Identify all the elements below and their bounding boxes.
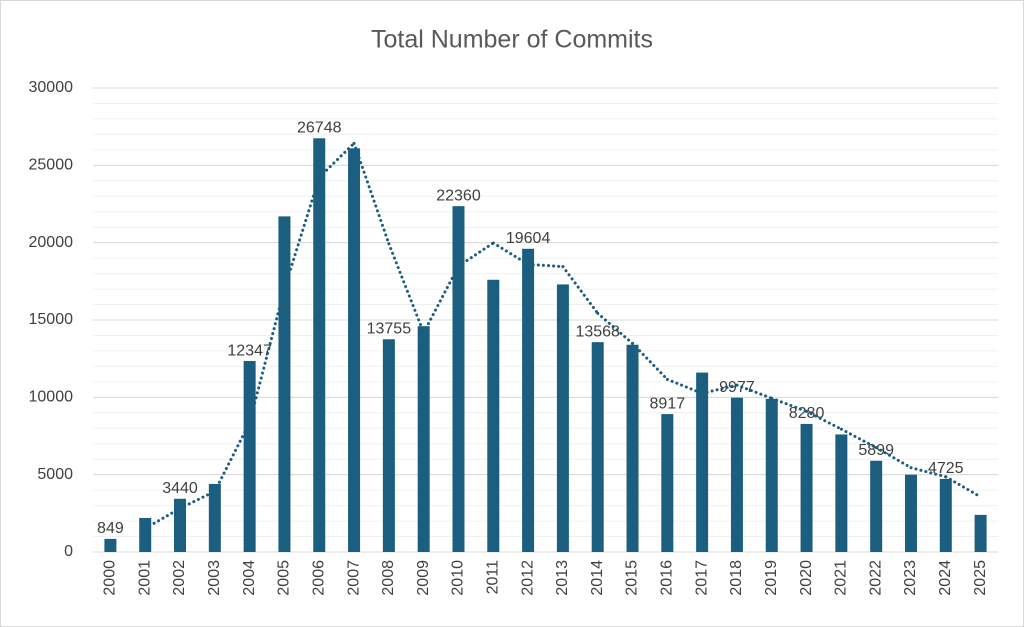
bar — [278, 216, 291, 552]
x-tick-label: 2004 — [241, 560, 258, 596]
trendline-segment — [839, 427, 878, 450]
y-tick-label: 15000 — [29, 311, 74, 328]
bar — [208, 483, 221, 552]
x-tick-label: 2003 — [206, 560, 223, 596]
trendline-segment — [282, 175, 321, 291]
y-tick-label: 30000 — [29, 79, 74, 96]
x-tick-label: 2025 — [972, 560, 989, 596]
bar — [696, 372, 709, 552]
trendline-segment — [874, 446, 913, 470]
data-label: 9977 — [719, 379, 755, 396]
trendline-segment — [491, 241, 530, 266]
data-label: 849 — [97, 520, 124, 537]
bar — [974, 514, 987, 552]
trendline-segment — [387, 242, 426, 335]
bar — [556, 284, 569, 552]
bar — [835, 434, 848, 552]
data-label: 13568 — [575, 323, 620, 340]
bar — [452, 206, 465, 552]
x-tick-label: 2008 — [380, 560, 397, 596]
data-label: 3440 — [162, 480, 198, 497]
bar — [348, 148, 361, 552]
bar — [382, 339, 395, 552]
x-tick-label: 2015 — [624, 560, 641, 596]
bar — [626, 344, 639, 552]
x-tick-label: 2022 — [867, 560, 884, 596]
x-tick-label: 2010 — [450, 560, 467, 596]
trendline-segment — [909, 466, 948, 479]
y-tick-label: 5000 — [37, 466, 73, 483]
trendline-segment — [317, 141, 356, 179]
y-tick-label: 10000 — [29, 389, 74, 406]
trendline-segment — [178, 489, 217, 510]
data-label: 13755 — [367, 320, 412, 337]
x-tick-label: 2014 — [589, 560, 606, 596]
x-tick-label: 2005 — [276, 560, 293, 596]
trendline-segment — [456, 241, 495, 268]
x-tick-label: 2024 — [937, 560, 954, 596]
x-tick-label: 2012 — [519, 560, 536, 596]
trendline-segment — [561, 265, 600, 315]
bar — [487, 279, 500, 552]
bar — [313, 138, 326, 552]
trendline-segment — [770, 396, 809, 413]
bar — [522, 248, 535, 552]
y-tick-label: 20000 — [29, 234, 74, 251]
data-label: 4725 — [928, 460, 964, 477]
chart-title: Total Number of Commits — [371, 26, 653, 54]
x-tick-label: 2009 — [415, 560, 432, 596]
y-tick-label: 25000 — [29, 157, 74, 174]
bar — [139, 517, 152, 552]
trendline-segment — [735, 383, 774, 400]
trendline-segment — [631, 341, 669, 381]
x-tick-label: 2016 — [659, 560, 676, 596]
x-tick-label: 2001 — [136, 560, 153, 596]
x-tick-label: 2011 — [485, 560, 502, 595]
bar — [800, 423, 813, 552]
data-label: 8917 — [650, 395, 686, 412]
bar — [591, 342, 604, 552]
x-tick-label: 2017 — [693, 560, 710, 596]
bar — [417, 326, 430, 552]
bar — [104, 538, 117, 552]
x-tick-label: 2023 — [902, 560, 919, 596]
data-label: 26748 — [297, 120, 342, 137]
trendline-segment — [526, 262, 565, 269]
y-tick-label: 0 — [64, 543, 73, 560]
x-tick-label: 2006 — [310, 560, 327, 596]
x-tick-label: 2018 — [728, 560, 745, 596]
bar — [870, 460, 883, 552]
x-tick-label: 2007 — [345, 560, 362, 596]
x-tick-label: 2020 — [798, 560, 815, 596]
data-label: 5899 — [858, 442, 894, 459]
trendline-segment — [700, 383, 739, 395]
bar — [730, 397, 743, 552]
data-label: 22360 — [436, 187, 481, 204]
bar — [174, 498, 187, 552]
trendline-segment — [143, 506, 182, 530]
x-tick-label: 2013 — [554, 560, 571, 596]
trendline-segment — [944, 475, 983, 499]
bar — [904, 474, 917, 552]
trendline-segment — [805, 409, 843, 431]
x-tick-label: 2021 — [833, 560, 850, 596]
data-label: 12347 — [227, 342, 272, 359]
bar — [243, 361, 256, 552]
data-label: 19604 — [506, 230, 551, 247]
x-tick-label: 2002 — [171, 560, 188, 596]
x-tick-label: 2019 — [763, 560, 780, 596]
bar — [765, 398, 778, 552]
trendline-segment — [665, 377, 704, 395]
trendline-segment — [422, 264, 460, 335]
x-tick-label: 2000 — [102, 560, 119, 596]
bar — [661, 414, 674, 552]
bar — [939, 478, 952, 552]
data-label: 8280 — [789, 405, 825, 422]
